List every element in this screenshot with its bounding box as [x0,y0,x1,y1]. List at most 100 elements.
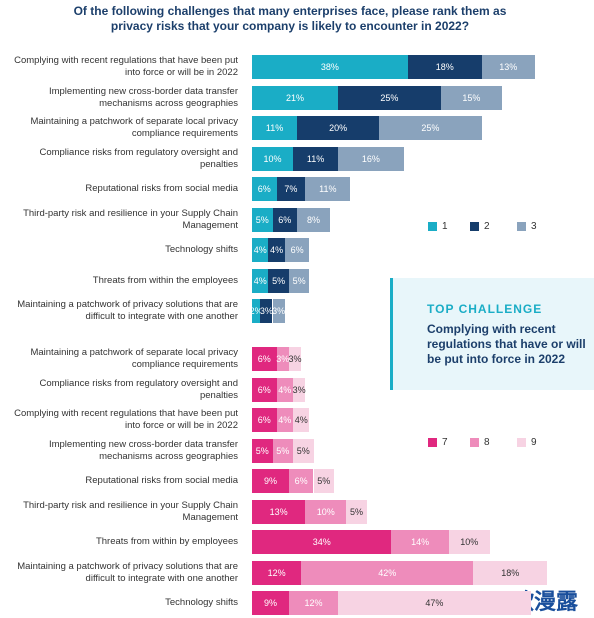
value-label: 25% [380,92,399,103]
value-label: 5% [292,275,306,286]
value-label: 3% [259,306,273,316]
bar-segment: 20% [297,116,380,140]
bar-segment: 9% [252,469,289,493]
value-label: 6% [257,184,271,194]
value-label: 4% [253,275,267,286]
bar-segment: 11% [293,146,339,171]
bar-segment: 13% [252,499,306,524]
bar-segment: 6% [252,408,277,432]
value-label: 4% [278,384,292,395]
category-label: Maintaining a patchwork of separate loca… [30,347,238,370]
value-label: 11% [319,184,337,194]
legend-label: 1 [442,221,448,232]
chart-title: Of the following challenges that many en… [73,4,507,33]
bar-segment: 4% [293,408,310,432]
legend-swatch [428,438,437,447]
value-label: 4% [278,415,292,425]
category-label: Complying with recent regulations that h… [14,55,238,78]
value-label: 6% [257,415,271,425]
value-label: 18% [435,62,454,72]
value-label: 10% [460,537,479,547]
value-label: 10% [316,506,335,517]
value-label: 3% [292,384,306,395]
value-label: 9% [263,476,277,486]
value-label: 6% [278,214,292,225]
category-label: Compliance risks from regulatory oversig… [39,377,238,401]
value-label: 5% [255,445,269,456]
legend-swatch [470,438,479,447]
category-label: Third-party risk and resilience in your … [23,207,238,231]
bar-segment: 6% [252,347,277,371]
bar-segment: 6% [252,177,277,201]
value-label: 6% [294,476,308,486]
value-label: 34% [312,537,331,547]
category-label: Reputational risks from social media [85,475,238,486]
bar-segment: 6% [272,207,298,232]
bar-segment: 18% [473,560,548,585]
category-label: Threats from within the employees [92,274,238,286]
legend-swatch [517,222,526,231]
category-label: Technology shifts [165,597,238,608]
legend-swatch [428,222,437,231]
value-label: 38% [320,62,339,72]
value-label: 6% [257,354,271,364]
value-label: 7% [284,184,298,194]
value-label: 10% [263,153,282,164]
value-label: 11% [306,153,325,164]
bar-segment: 42% [301,560,474,585]
bar-segment: 5% [293,438,314,463]
value-label: 21% [286,92,305,103]
value-label: 3% [288,354,302,364]
bar-segment: 10% [305,499,347,524]
bar-segment: 5% [268,268,289,293]
bar-segment: 5% [272,438,293,463]
value-label: 5% [276,445,290,456]
bar-segment: 9% [252,591,289,615]
category-label: Compliance risks from regulatory oversig… [39,146,238,170]
value-label: 6% [290,245,304,255]
legend-label: 7 [442,437,448,448]
value-label: 18% [501,567,520,578]
category-label: Technology shifts [165,244,238,255]
bar-segment: 3% [292,377,306,402]
value-label: 12% [267,567,286,578]
bar-segment: 21% [252,85,339,110]
bar-segment: 10% [252,146,293,171]
value-label: 4% [253,245,267,255]
value-label: 11% [265,123,284,133]
category-label: Threats from within by employees [95,536,238,547]
bar-segment: 10% [448,530,490,554]
bar-segment: 4% [276,377,293,402]
value-label: 5% [296,445,310,456]
legend-label: 9 [531,437,537,448]
value-label: 42% [378,567,397,578]
bar-segment: 4% [252,238,269,262]
legend-label: 2 [484,221,490,232]
legend-swatch [517,438,526,447]
category-label: Maintaining a patchwork of separate loca… [30,116,238,139]
bar-segment: 6% [252,377,277,402]
bar-segment: 18% [407,55,482,79]
callout-text: Complying with recent regulations that h… [427,322,586,366]
value-label: 5% [272,275,286,286]
value-label: 4% [270,245,284,255]
category-label: Implementing new cross-border data trans… [48,438,238,462]
bar-segment: 8% [297,207,330,232]
callout-title: TOP CHALLENGE [427,302,543,316]
bar-segment: 3% [259,299,273,323]
value-label: 6% [257,384,271,395]
value-label: 3% [272,306,286,316]
category-label: Reputational risks from social media [85,183,238,194]
category-label: Implementing new cross-border data trans… [48,85,238,109]
legend-swatch [470,222,479,231]
bar-segment: 25% [338,85,441,110]
value-label: 14% [411,537,430,547]
bar-segment: 2% [250,299,263,323]
value-label: 16% [361,153,380,164]
bar-segment: 5% [252,207,273,232]
legend-label: 3 [531,221,537,232]
bar-segment: 5% [288,268,310,293]
value-label: 4% [294,415,308,425]
bar-segment: 4% [268,238,285,262]
